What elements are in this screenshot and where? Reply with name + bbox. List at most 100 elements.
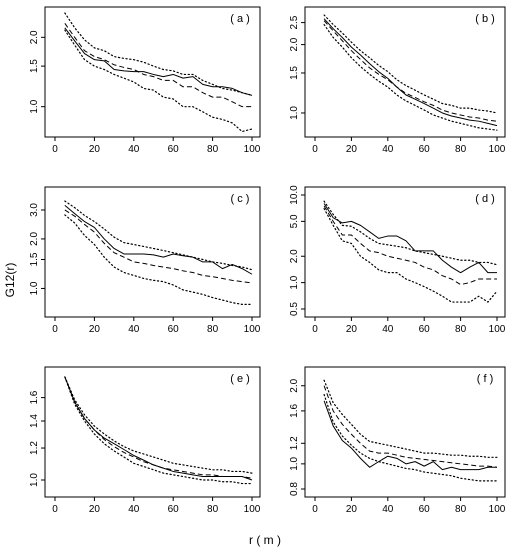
panel-label: ( a ) — [230, 13, 250, 25]
series-line-dotted — [323, 207, 498, 303]
plot-frame — [44, 366, 261, 498]
chart-panel: 0 20 40 60 80 100 1.0 1.5 2.0 ( a ) — [29, 6, 261, 155]
y-tick-label: 1.2 — [289, 436, 300, 450]
x-axis-title: r ( m ) — [249, 533, 281, 547]
x-tick-label: 80 — [207, 504, 219, 515]
series-line-solid — [323, 400, 497, 471]
chart-panels: 0 20 40 60 80 100 1.0 1.5 2.0 ( a ) 0 20 40 60 80 100 1.… — [29, 6, 506, 515]
x-tick-label: 0 — [52, 324, 58, 335]
series-line-dotted — [323, 23, 498, 131]
x-tick-label: 80 — [207, 324, 219, 335]
y-tick-label: 1.0 — [29, 99, 40, 113]
panel-label: ( f ) — [477, 373, 494, 385]
x-tick-label: 100 — [489, 144, 506, 155]
x-tick-label: 100 — [489, 324, 506, 335]
x-tick-label: 80 — [455, 144, 467, 155]
chart-panel: 0 20 40 60 80 100 1.0 1.5 2.0 2.5 ( b ) — [289, 6, 506, 155]
x-tick-label: 0 — [312, 324, 318, 335]
panel-label: ( c ) — [231, 193, 250, 205]
y-tick-label: 2.0 — [289, 378, 300, 392]
x-tick-label: 100 — [244, 504, 261, 515]
plot-frame — [304, 366, 506, 498]
y-tick-label: 2.5 — [289, 15, 300, 29]
series-line-solid — [323, 18, 498, 127]
series-line-dotted — [64, 29, 253, 133]
y-tick-label: 1.0 — [29, 473, 40, 487]
x-tick-label: 80 — [455, 324, 467, 335]
plot-frame — [304, 6, 506, 138]
series-line-solid — [64, 204, 253, 275]
y-tick-label: 1.2 — [29, 441, 40, 455]
x-tick-label: 40 — [128, 144, 140, 155]
series-line-dashed — [323, 385, 498, 468]
y-tick-label: 1.0 — [289, 456, 300, 470]
y-tick-label: 2.0 — [289, 249, 300, 263]
x-tick-label: 40 — [382, 324, 394, 335]
y-tick-label: 1.6 — [29, 390, 40, 404]
panel-label: ( e ) — [230, 373, 250, 385]
series-line-dotted — [323, 14, 498, 114]
chart-panel: 0 20 40 60 80 100 1.0 1.5 2.0 3.0 ( c ) — [29, 186, 261, 335]
x-tick-label: 100 — [244, 324, 261, 335]
x-tick-label: 100 — [489, 504, 506, 515]
x-tick-label: 0 — [52, 144, 58, 155]
x-tick-label: 20 — [346, 504, 358, 515]
plot-frame — [44, 6, 261, 138]
x-tick-label: 60 — [419, 324, 431, 335]
x-tick-label: 20 — [89, 504, 101, 515]
series-line-dashed — [323, 20, 498, 122]
x-tick-label: 20 — [346, 144, 358, 155]
series-line-dotted — [323, 200, 498, 266]
x-tick-label: 100 — [244, 144, 261, 155]
chart-panel: 0 20 40 60 80 100 0.5 1.0 2.0 5.0 10.0 ( d ) — [289, 185, 506, 335]
x-tick-label: 60 — [419, 144, 431, 155]
panel-label: ( b ) — [475, 13, 495, 25]
y-axis-title: G12(r) — [3, 263, 17, 298]
x-tick-label: 40 — [128, 324, 140, 335]
x-tick-label: 20 — [89, 144, 101, 155]
y-tick-label: 2.0 — [29, 232, 40, 246]
panel-label: ( d ) — [475, 193, 495, 205]
series-line-dotted — [323, 379, 498, 458]
x-tick-label: 40 — [128, 504, 140, 515]
x-tick-label: 0 — [312, 144, 318, 155]
y-tick-label: 2.0 — [289, 37, 300, 51]
series-line-dotted — [64, 376, 253, 474]
chart-panel: 0 20 40 60 80 100 1.0 1.2 1.4 1.6 ( e ) — [29, 366, 261, 515]
x-tick-label: 80 — [207, 144, 219, 155]
y-tick-label: 1.6 — [289, 404, 300, 418]
series-line-solid — [64, 27, 253, 96]
y-tick-label: 1.0 — [289, 106, 300, 120]
y-tick-label: 0.8 — [289, 482, 300, 496]
y-tick-label: 3.0 — [29, 203, 40, 217]
y-tick-label: 10.0 — [289, 185, 300, 205]
x-tick-label: 40 — [382, 144, 394, 155]
y-tick-label: 1.5 — [29, 59, 40, 73]
plot-frame — [44, 186, 261, 318]
x-tick-label: 20 — [346, 324, 358, 335]
series-line-dotted — [323, 393, 498, 482]
series-line-dashed — [64, 209, 253, 284]
y-tick-label: 1.5 — [289, 66, 300, 80]
x-tick-label: 60 — [419, 504, 431, 515]
series-line-dotted — [64, 12, 253, 96]
x-tick-label: 60 — [168, 144, 180, 155]
y-tick-label: 1.4 — [29, 414, 40, 428]
x-tick-label: 0 — [52, 504, 58, 515]
y-tick-label: 0.5 — [289, 302, 300, 316]
series-line-dotted — [64, 376, 253, 485]
y-tick-label: 1.0 — [289, 275, 300, 289]
x-tick-label: 60 — [168, 504, 180, 515]
x-tick-label: 20 — [89, 324, 101, 335]
series-line-solid — [323, 203, 497, 274]
y-tick-label: 1.5 — [29, 252, 40, 266]
plot-frame — [304, 186, 506, 318]
y-tick-label: 5.0 — [289, 214, 300, 228]
x-tick-label: 80 — [455, 504, 467, 515]
y-tick-label: 1.0 — [29, 281, 40, 295]
x-tick-label: 0 — [312, 504, 318, 515]
x-tick-label: 40 — [382, 504, 394, 515]
series-line-dashed — [64, 376, 253, 479]
series-line-solid — [64, 376, 253, 481]
